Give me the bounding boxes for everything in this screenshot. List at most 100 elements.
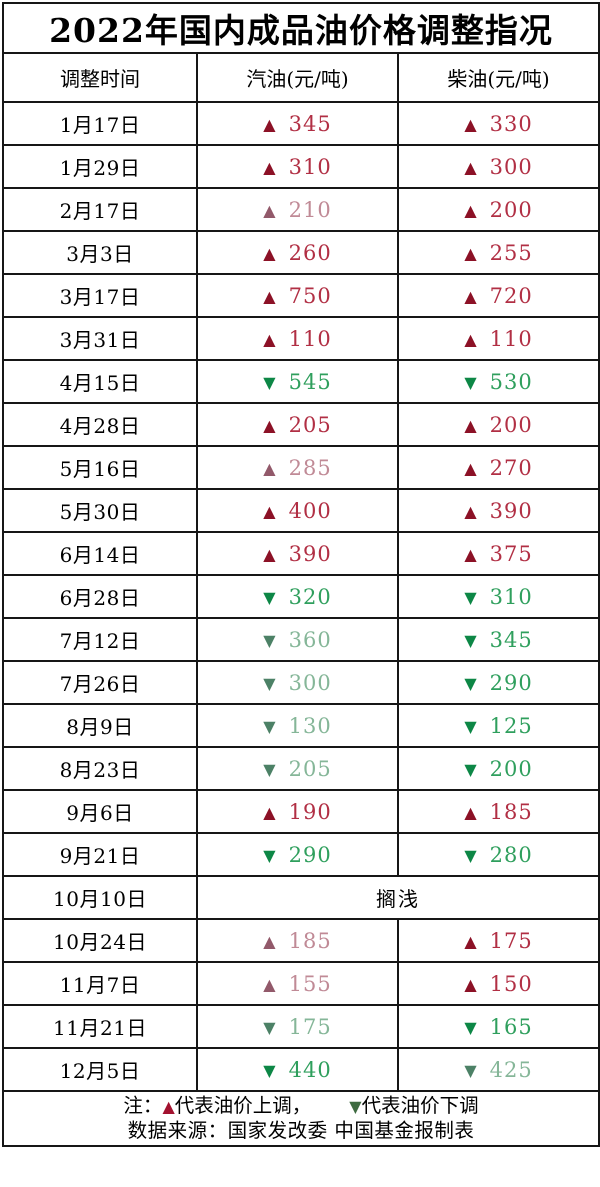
diesel-value-cell: ▲ 300 bbox=[396, 144, 600, 189]
table-row: 2月17日 ▲ 210 ▲ 200 bbox=[2, 187, 600, 232]
up-arrow-icon: ▲ bbox=[464, 501, 477, 521]
table-row: 8月23日 ▼ 205 ▼ 200 bbox=[2, 746, 600, 791]
diesel-value-cell: ▲ 185 bbox=[396, 789, 600, 834]
price-change-value: 130 bbox=[288, 713, 332, 738]
diesel-value-cell: ▲ 330 bbox=[396, 101, 600, 146]
price-change-value: 310 bbox=[288, 154, 332, 179]
adjust-date-cell: 8月9日 bbox=[2, 703, 198, 748]
down-arrow-icon: ▼ bbox=[349, 1097, 362, 1116]
up-arrow-icon: ▲ bbox=[464, 802, 477, 822]
diesel-value-cell: ▲ 720 bbox=[396, 273, 600, 318]
up-arrow-icon: ▲ bbox=[263, 458, 276, 478]
table-row: 7月26日 ▼ 300 ▼ 290 bbox=[2, 660, 600, 705]
up-arrow-icon: ▲ bbox=[263, 501, 276, 521]
adjust-date-cell: 6月14日 bbox=[2, 531, 198, 576]
gasoline-value-cell: ▲ 205 bbox=[196, 402, 399, 447]
adjust-date-cell: 10月10日 bbox=[2, 875, 198, 920]
diesel-value-cell: ▼ 530 bbox=[396, 359, 600, 404]
diesel-value-cell: ▼ 425 bbox=[396, 1047, 600, 1092]
table-row: 6月28日 ▼ 320 ▼ 310 bbox=[2, 574, 600, 619]
adjust-date-cell: 8月23日 bbox=[2, 746, 198, 791]
table-row: 7月12日 ▼ 360 ▼ 345 bbox=[2, 617, 600, 662]
diesel-value-cell: ▲ 175 bbox=[396, 918, 600, 963]
price-change-value: 110 bbox=[489, 326, 533, 351]
up-arrow-icon: ▲ bbox=[263, 286, 276, 306]
down-arrow-icon: ▼ bbox=[263, 716, 276, 736]
table-row: 10月24日 ▲ 185 ▲ 175 bbox=[2, 918, 600, 963]
table-row: 3月17日 ▲ 750 ▲ 720 bbox=[2, 273, 600, 318]
price-change-value: 200 bbox=[489, 197, 533, 222]
down-arrow-icon: ▼ bbox=[263, 587, 276, 607]
price-change-value: 110 bbox=[288, 326, 332, 351]
table-row: 6月14日 ▲ 390 ▲ 375 bbox=[2, 531, 600, 576]
table-row: 3月3日 ▲ 260 ▲ 255 bbox=[2, 230, 600, 275]
price-change-value: 720 bbox=[489, 283, 533, 308]
table-row: 3月31日 ▲ 110 ▲ 110 bbox=[2, 316, 600, 361]
gasoline-value-cell: ▼ 545 bbox=[196, 359, 399, 404]
adjust-date-cell: 12月5日 bbox=[2, 1047, 198, 1092]
table-row: 1月17日 ▲ 345 ▲ 330 bbox=[2, 101, 600, 146]
adjust-date-cell: 10月24日 bbox=[2, 918, 198, 963]
price-change-value: 175 bbox=[288, 1014, 332, 1039]
up-arrow-icon: ▲ bbox=[263, 200, 276, 220]
diesel-value-cell: ▼ 165 bbox=[396, 1004, 600, 1049]
price-change-value: 300 bbox=[489, 154, 533, 179]
diesel-value-cell: ▲ 200 bbox=[396, 187, 600, 232]
gasoline-value-cell: ▼ 440 bbox=[196, 1047, 399, 1092]
adjust-date-cell: 6月28日 bbox=[2, 574, 198, 619]
down-arrow-icon: ▼ bbox=[464, 372, 477, 392]
gasoline-value-cell: ▲ 310 bbox=[196, 144, 399, 189]
price-change-value: 200 bbox=[489, 412, 533, 437]
down-arrow-icon: ▼ bbox=[464, 1017, 477, 1037]
gasoline-value-cell: ▲ 345 bbox=[196, 101, 399, 146]
up-arrow-icon: ▲ bbox=[464, 243, 477, 263]
price-change-value: 285 bbox=[288, 455, 332, 480]
down-arrow-icon: ▼ bbox=[464, 845, 477, 865]
price-change-value: 185 bbox=[489, 799, 533, 824]
price-change-value: 155 bbox=[288, 971, 332, 996]
price-change-value: 205 bbox=[288, 756, 332, 781]
table-row: 5月30日 ▲ 400 ▲ 390 bbox=[2, 488, 600, 533]
up-arrow-icon: ▲ bbox=[263, 157, 276, 177]
price-change-value: 150 bbox=[489, 971, 533, 996]
table-row: 8月9日 ▼ 130 ▼ 125 bbox=[2, 703, 600, 748]
legend: 注：▲代表油价上调， ▼代表油价下调 bbox=[5, 1094, 597, 1119]
price-change-value: 205 bbox=[288, 412, 332, 437]
adjust-date-cell: 1月29日 bbox=[2, 144, 198, 189]
price-change-value: 400 bbox=[288, 498, 332, 523]
up-arrow-icon: ▲ bbox=[464, 931, 477, 951]
diesel-value-cell: ▼ 280 bbox=[396, 832, 600, 877]
gasoline-value-cell: ▼ 130 bbox=[196, 703, 399, 748]
gasoline-value-cell: ▲ 210 bbox=[196, 187, 399, 232]
gasoline-value-cell: ▼ 175 bbox=[196, 1004, 399, 1049]
diesel-value-cell: ▲ 270 bbox=[396, 445, 600, 490]
adjust-date-cell: 5月30日 bbox=[2, 488, 198, 533]
up-arrow-icon: ▲ bbox=[263, 974, 276, 994]
price-change-value: 530 bbox=[489, 369, 533, 394]
adjust-date-cell: 3月31日 bbox=[2, 316, 198, 361]
title-row: 2022年国内成品油价格调整指况 bbox=[1, 2, 600, 54]
up-arrow-icon: ▲ bbox=[263, 931, 276, 951]
price-change-value: 545 bbox=[288, 369, 332, 394]
adjust-date-cell: 11月21日 bbox=[2, 1004, 198, 1049]
adjust-date-cell: 9月21日 bbox=[2, 832, 198, 877]
up-arrow-icon: ▲ bbox=[464, 200, 477, 220]
price-change-value: 200 bbox=[489, 756, 533, 781]
gasoline-value-cell: ▼ 320 bbox=[196, 574, 399, 619]
up-arrow-icon: ▲ bbox=[162, 1097, 175, 1116]
adjust-date-cell: 4月15日 bbox=[2, 359, 198, 404]
price-change-value: 390 bbox=[489, 498, 533, 523]
column-header-gasoline: 汽油(元/吨) bbox=[196, 52, 399, 103]
price-change-value: 320 bbox=[288, 584, 332, 609]
price-change-value: 280 bbox=[489, 842, 533, 867]
diesel-value-cell: ▼ 345 bbox=[396, 617, 600, 662]
price-change-value: 360 bbox=[288, 627, 332, 652]
table-row: 10月10日 搁浅 bbox=[2, 875, 600, 920]
price-change-value: 310 bbox=[489, 584, 533, 609]
down-arrow-icon: ▼ bbox=[263, 372, 276, 392]
up-arrow-icon: ▲ bbox=[464, 458, 477, 478]
gasoline-value-cell: ▼ 300 bbox=[196, 660, 399, 705]
down-arrow-icon: ▼ bbox=[263, 759, 276, 779]
diesel-value-cell: ▼ 200 bbox=[396, 746, 600, 791]
